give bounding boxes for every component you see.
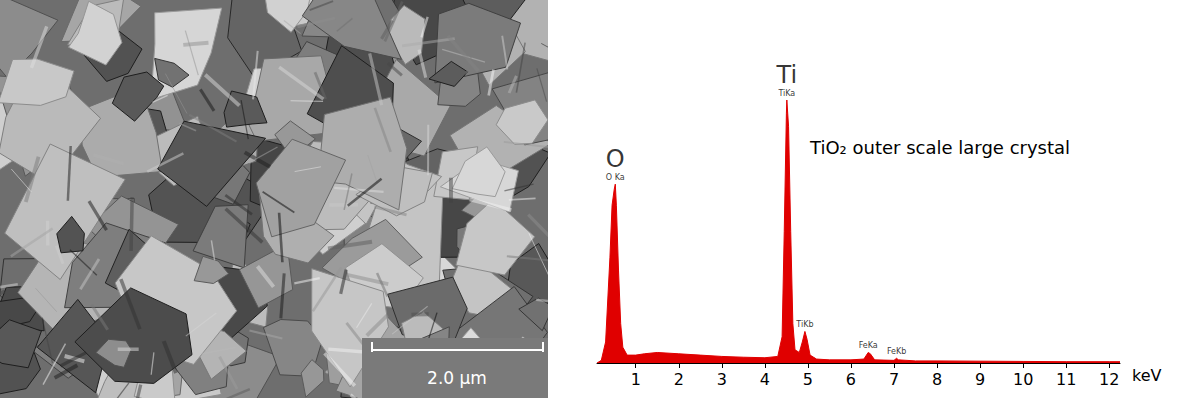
svg-text:FeKa: FeKa [859,341,878,350]
svg-text:2.0 µm: 2.0 µm [427,368,487,388]
svg-text:5: 5 [803,370,813,389]
svg-text:keV: keV [1132,366,1162,385]
svg-text:3: 3 [717,370,727,389]
svg-text:10: 10 [1013,370,1033,389]
svg-text:Ti: Ti [776,61,798,89]
svg-text:TiO₂ outer scale large crystal: TiO₂ outer scale large crystal [809,137,1070,158]
svg-text:7: 7 [889,370,899,389]
svg-text:FeKb: FeKb [887,347,906,356]
svg-text:2: 2 [674,370,684,389]
svg-text:8: 8 [932,370,942,389]
svg-text:O Ka: O Ka [606,173,625,182]
svg-text:TiKb: TiKb [795,320,813,329]
svg-text:1: 1 [631,370,641,389]
svg-text:4: 4 [760,370,770,389]
svg-text:O: O [606,145,625,173]
svg-text:11: 11 [1056,370,1076,389]
svg-text:12: 12 [1099,370,1119,389]
svg-text:TiKa: TiKa [777,89,795,98]
svg-text:6: 6 [846,370,856,389]
svg-text:9: 9 [975,370,985,389]
